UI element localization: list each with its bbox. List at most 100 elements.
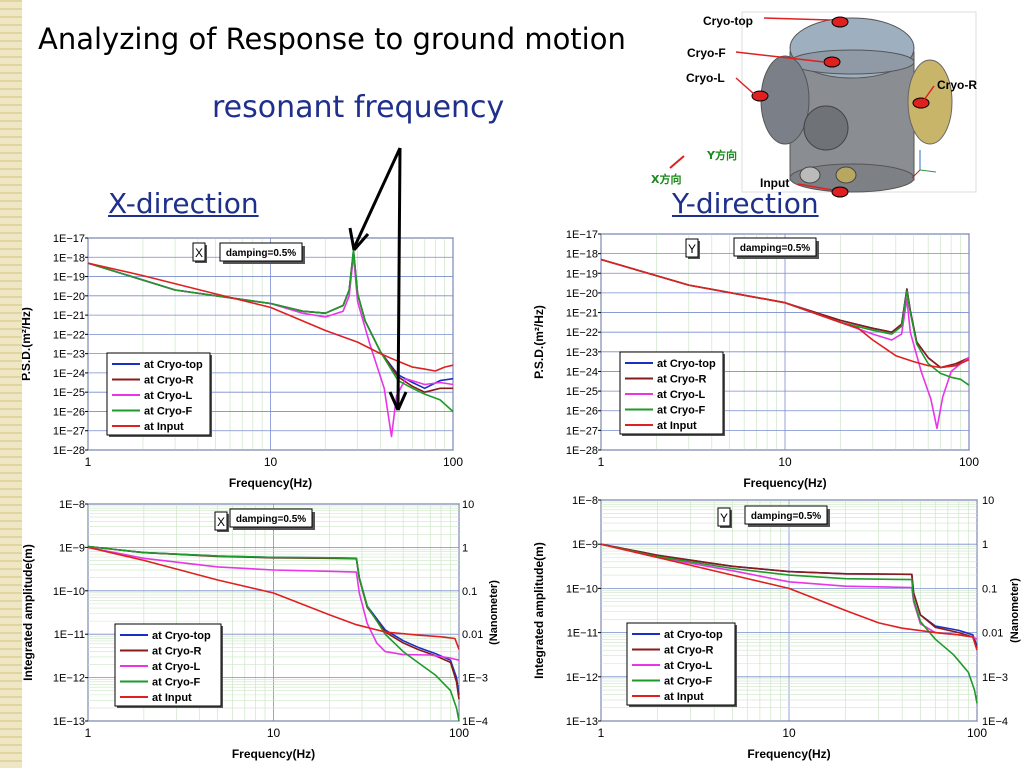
- y-right-tick-label: 0.01: [462, 629, 483, 641]
- legend-label: at Cryo-top: [152, 630, 211, 642]
- y-tick-label: 1E−28: [566, 445, 598, 457]
- decorative-stripe: [0, 0, 22, 768]
- x-axis-label: Frequency(Hz): [747, 747, 830, 761]
- legend-label: at Cryo-R: [144, 375, 194, 387]
- legend-label: at Input: [657, 420, 697, 432]
- chart-psd-x: 1E−17 1E−18 1E−19 1E−20 1E−21 1E−22 1E−23 1E−24…: [19, 233, 463, 490]
- direction-tag: X: [214, 511, 229, 532]
- y-tick-label: 1E−10: [53, 586, 85, 598]
- y-right-tick-label: 10: [982, 495, 994, 507]
- y-tick-label: 1E−10: [566, 583, 598, 595]
- label-cryo-top: Cryo-top: [703, 14, 753, 28]
- cryostat-input-port-2: [835, 166, 857, 184]
- y-right-tick-label: 10: [462, 499, 474, 511]
- legend-label: at Cryo-L: [657, 389, 706, 401]
- damping-label: damping=0.5%: [236, 514, 306, 525]
- direction-tag-label: X: [217, 515, 225, 529]
- arrow-head-left: [348, 227, 370, 251]
- y-tick-label: 1E−21: [566, 308, 598, 320]
- direction-tag: Y: [717, 507, 732, 528]
- triad-x-icon: [911, 169, 921, 179]
- y-right-axis-label: (Nanometer): [1009, 578, 1021, 643]
- direction-tag: Y: [685, 238, 700, 259]
- x-tick-label: 10: [267, 726, 281, 740]
- arrow-head-down: [388, 391, 408, 411]
- y-tick-label: 1E−9: [59, 542, 85, 554]
- y-tick-label: 1E−18: [53, 252, 85, 264]
- legend-label: at Cryo-top: [664, 629, 723, 641]
- y-tick-label: 1E−8: [59, 499, 85, 511]
- cryostat-input-port: [799, 166, 821, 184]
- legend: at Cryo-top at Cryo-R at Cryo-L at Cryo-F at…: [114, 623, 223, 708]
- cryostat-left-port: [760, 55, 810, 145]
- y-tick-label: 1E−28: [53, 445, 85, 457]
- y-right-tick-label: 1E−3: [982, 672, 1008, 684]
- legend: at Cryo-top at Cryo-R at Cryo-L at Cryo-F at…: [626, 622, 737, 707]
- series-line-at-cryo-f: [87, 248, 454, 413]
- legend-label: at Cryo-R: [152, 646, 202, 658]
- x-axis-label: Frequency(Hz): [232, 747, 315, 761]
- x-tick-label: 1: [598, 726, 605, 740]
- x-tick-label: 1: [598, 455, 605, 469]
- legend-label: at Input: [144, 421, 184, 433]
- damping-label: damping=0.5%: [740, 243, 810, 254]
- slide-subtitle: resonant frequency: [212, 90, 505, 125]
- direction-tag-label: Y: [688, 242, 696, 256]
- x-axis-label: Frequency(Hz): [743, 476, 826, 490]
- legend-label: at Cryo-F: [144, 406, 193, 418]
- x-direction-heading: X-direction: [108, 187, 259, 220]
- y-right-tick-label: 0.1: [462, 586, 477, 598]
- damping-box-frame: [229, 508, 313, 528]
- y-tick-label: 1E−26: [566, 406, 598, 418]
- y-axis-label: Integrated amplitude(m): [532, 542, 546, 679]
- resonance-arrows: [348, 147, 408, 411]
- series-line-at-cryo-l: [87, 254, 454, 438]
- slide-title: Analyzing of Response to ground motion: [38, 22, 626, 56]
- direction-tag-box: [192, 242, 206, 262]
- damping-box-frame: [733, 237, 817, 257]
- title-box: [26, 14, 678, 70]
- damping-box: damping=0.5%: [733, 237, 819, 259]
- chart-amp-x: 1E−8 1E−9 1E−10 1E−11 1E−12 1E−13 10 1 0.1 0.01 1E…: [21, 499, 500, 761]
- cryostat-diagram: Cryo-top Cryo-F Cryo-L Cryo-R Input Y方向 X方向: [651, 11, 977, 198]
- y-tick-label: 1E−11: [54, 629, 85, 641]
- y-tick-label: 1E−21: [53, 310, 85, 322]
- y-axis-label: Integrated amplitude(m): [21, 544, 35, 681]
- legend-label: at Cryo-top: [657, 358, 716, 370]
- legend-label: at Input: [152, 692, 192, 704]
- x-tick-label: 1: [85, 726, 92, 740]
- legend-label: at Cryo-L: [144, 390, 193, 402]
- chart-amp-y: 1E−8 1E−9 1E−10 1E−11 1E−12 1E−13 10 1 0.1 0.01 1E…: [532, 495, 1021, 761]
- y-tick-label: 1E−9: [572, 539, 598, 551]
- y-right-tick-label: 0.1: [982, 583, 997, 595]
- label-cryo-f: Cryo-F: [687, 46, 726, 60]
- damping-box-frame: [219, 242, 303, 262]
- x-tick-label: 10: [264, 455, 278, 469]
- label-input: Input: [760, 176, 789, 190]
- arrow-shaft-left: [352, 147, 402, 249]
- y-right-tick-label: 1: [462, 542, 468, 554]
- y-right-tick-label: 1E−4: [462, 716, 488, 728]
- x-tick-label: 1: [85, 455, 92, 469]
- series-line-at-input: [600, 543, 978, 651]
- chart-psd-y: 1E−17 1E−18 1E−19 1E−20 1E−21 1E−22 1E−23 1E−24…: [532, 229, 979, 490]
- direction-tag: X: [192, 242, 207, 263]
- direction-tag-box: [214, 511, 228, 531]
- damping-label: damping=0.5%: [751, 511, 821, 522]
- label-cryo-l: Cryo-L: [686, 71, 725, 85]
- y-tick-label: 1E−12: [53, 673, 85, 685]
- y-tick-label: 1E−11: [567, 628, 598, 640]
- x-tick-label: 100: [443, 455, 463, 469]
- series-line-at-input: [87, 262, 454, 372]
- y-tick-label: 1E−27: [53, 426, 85, 438]
- y-tick-label: 1E−17: [53, 233, 85, 245]
- y-axis-label: P.S.D.(m²/Hz): [19, 307, 33, 381]
- y-tick-label: 1E−27: [566, 425, 598, 437]
- cryostat-front-port: [803, 105, 849, 151]
- direction-tag-label: X: [195, 246, 203, 260]
- y-right-tick-label: 1E−3: [462, 673, 488, 685]
- y-tick-label: 1E−25: [566, 386, 598, 398]
- y-tick-label: 1E−26: [53, 406, 85, 418]
- legend: at Cryo-top at Cryo-R at Cryo-L at Cryo-F at…: [619, 351, 725, 436]
